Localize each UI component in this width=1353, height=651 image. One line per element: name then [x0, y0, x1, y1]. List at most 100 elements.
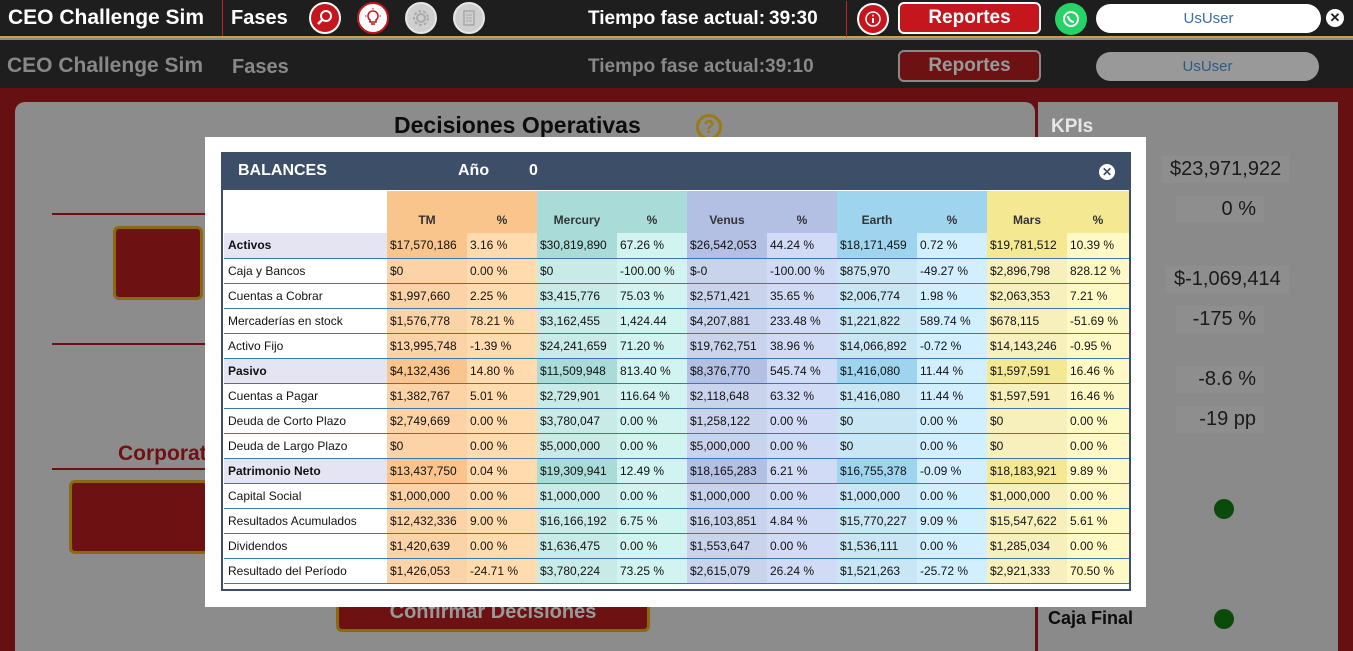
pct-cell: 63.32 % — [767, 383, 837, 409]
document-icon[interactable] — [453, 2, 485, 34]
pct-cell: 0.04 % — [467, 458, 537, 484]
status-dot — [1214, 609, 1234, 629]
pct-cell: 0.00 % — [767, 408, 837, 434]
pct-cell: 0.00 % — [467, 533, 537, 559]
pct-cell: -100.00 % — [767, 258, 837, 284]
table-body: Activos $17,570,186 3.16 % $30,819,890 67.26… — [224, 233, 1129, 584]
value-cell: $1,221,822 — [837, 308, 917, 334]
value-cell: $1,000,000 — [987, 483, 1067, 509]
column-header-pct: % — [917, 191, 987, 233]
pct-cell: 0.00 % — [767, 433, 837, 459]
pct-cell: 44.24 % — [767, 233, 837, 259]
timer-value: 39:30 — [769, 8, 818, 29]
value-cell: $12,432,336 — [387, 508, 467, 534]
kpis-title: KPIs — [1051, 116, 1094, 137]
pct-cell: 78.21 % — [467, 308, 537, 334]
value-cell: $0 — [387, 258, 467, 284]
row-label: Mercaderías en stock — [224, 308, 387, 334]
value-cell: $2,006,774 — [837, 283, 917, 309]
gear-icon[interactable] — [405, 2, 437, 34]
pct-cell: 116.64 % — [617, 383, 687, 409]
value-cell: $0 — [987, 408, 1067, 434]
table-row: Deuda de Corto Plazo $2,749,669 0.00 % $3,7… — [224, 408, 1129, 434]
pct-cell: 71.20 % — [617, 333, 687, 359]
pct-cell: 0.00 % — [1067, 433, 1129, 459]
close-icon[interactable]: ✕ — [1099, 164, 1115, 180]
pct-cell: 26.24 % — [767, 558, 837, 584]
value-cell: $1,521,263 — [837, 558, 917, 584]
value-cell: $1,420,639 — [387, 533, 467, 559]
kpi-value: -19 pp — [1176, 406, 1264, 433]
pct-cell: 0.00 % — [467, 408, 537, 434]
lightbulb-icon[interactable] — [357, 2, 389, 34]
value-cell: $1,597,591 — [987, 383, 1067, 409]
value-cell: $8,376,770 — [687, 358, 767, 384]
pct-cell: 6.75 % — [617, 508, 687, 534]
info-icon[interactable] — [857, 3, 889, 35]
kpi-value: $23,971,922 — [1162, 156, 1290, 183]
value-cell: $4,132,436 — [387, 358, 467, 384]
pct-cell: 828.12 % — [1067, 258, 1129, 284]
background-fases-label: Fases — [232, 56, 289, 78]
pct-cell: 16.46 % — [1067, 358, 1129, 384]
fases-label: Fases — [231, 6, 288, 29]
pct-cell: 73.25 % — [617, 558, 687, 584]
pct-cell: -0.95 % — [1067, 333, 1129, 359]
value-cell: $1,416,080 — [837, 383, 917, 409]
row-label: Pasivo — [224, 358, 387, 384]
row-label: Resultado del Período — [224, 558, 387, 584]
corporate-decisions-button — [69, 480, 209, 554]
pct-cell: 38.96 % — [767, 333, 837, 359]
value-cell: $2,921,333 — [987, 558, 1067, 584]
value-cell: $14,066,892 — [837, 333, 917, 359]
pct-cell: 11.44 % — [917, 383, 987, 409]
value-cell: $16,103,851 — [687, 508, 767, 534]
reportes-button[interactable]: Reportes — [898, 2, 1041, 34]
background-reportes-button: Reportes — [898, 50, 1041, 82]
row-label: Caja y Bancos — [224, 258, 387, 284]
value-cell: $18,183,921 — [987, 458, 1067, 484]
column-header-mars: Mars — [987, 191, 1067, 233]
pct-cell: 6.21 % — [767, 458, 837, 484]
value-cell: $30,819,890 — [537, 233, 617, 259]
table-row: Cuentas a Cobrar $1,997,660 2.25 % $3,415,7… — [224, 283, 1129, 309]
column-header-mercury: Mercury — [537, 191, 617, 233]
value-cell: $1,576,778 — [387, 308, 467, 334]
value-cell: $13,437,750 — [387, 458, 467, 484]
divider — [222, 0, 223, 36]
background-timer: Tiempo fase actual:39:10 — [588, 56, 814, 77]
value-cell: $1,285,034 — [987, 533, 1067, 559]
pct-cell: 0.00 % — [917, 408, 987, 434]
column-header-venus: Venus — [687, 191, 767, 233]
value-cell: $0 — [537, 258, 617, 284]
pct-cell: 67.26 % — [617, 233, 687, 259]
value-cell: $1,553,647 — [687, 533, 767, 559]
user-field[interactable]: UsUser — [1096, 4, 1321, 33]
pct-cell: 0.00 % — [917, 533, 987, 559]
whatsapp-icon[interactable] — [1055, 3, 1087, 35]
value-cell: $1,416,080 — [837, 358, 917, 384]
value-cell: $1,000,000 — [387, 483, 467, 509]
value-cell: $19,781,512 — [987, 233, 1067, 259]
value-cell: $5,000,000 — [537, 433, 617, 459]
value-cell: $4,207,881 — [687, 308, 767, 334]
pct-cell: 0.00 % — [767, 483, 837, 509]
value-cell: $1,597,591 — [987, 358, 1067, 384]
row-label: Resultados Acumulados — [224, 508, 387, 534]
pct-cell: 75.03 % — [617, 283, 687, 309]
row-label: Capital Social — [224, 483, 387, 509]
pct-cell: 4.84 % — [767, 508, 837, 534]
table-row: Patrimonio Neto $13,437,750 0.04 % $19,309,… — [224, 458, 1129, 484]
value-cell: $1,426,053 — [387, 558, 467, 584]
row-label: Patrimonio Neto — [224, 458, 387, 484]
table-row: Deuda de Largo Plazo $0 0.00 % $5,000,000 0.… — [224, 433, 1129, 459]
value-cell: $1,997,660 — [387, 283, 467, 309]
balances-modal: BALANCES Año 0 ✕ TM% Mercury% Venus% Earth%… — [205, 137, 1146, 607]
magnifier-icon[interactable] — [309, 2, 341, 34]
pct-cell: 0.00 % — [917, 483, 987, 509]
close-icon[interactable]: ✕ — [1326, 9, 1344, 27]
row-label: Dividendos — [224, 533, 387, 559]
value-cell: $2,063,353 — [987, 283, 1067, 309]
decisions-title: Decisiones Operativas — [394, 112, 641, 138]
value-cell: $14,143,246 — [987, 333, 1067, 359]
